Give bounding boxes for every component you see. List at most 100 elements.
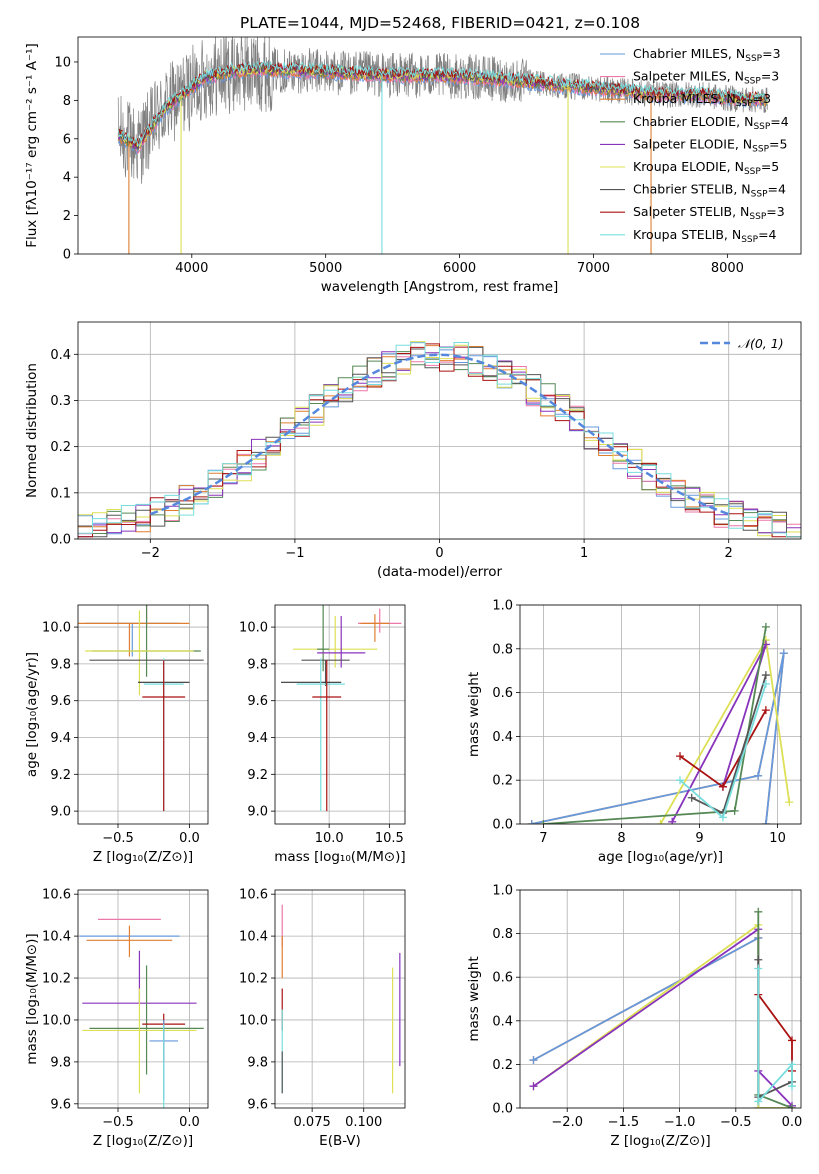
weight-vs-Z-panel: −2.0 −1.5 −1.0 −0.5 0.0 0.0 0.2 0.4 0.6 0.8 1.0 Z [… [466, 884, 802, 1150]
x-tick-label: −0.5 [102, 831, 134, 846]
x-tick-label: 10.0 [315, 831, 344, 846]
mass-vs-Z-panel: −0.5 0.0 9.6 9.8 10.0 10.2 10.4 10.6 Z [log₁₀(Z/… [24, 888, 209, 1149]
normal-reference-curve [149, 353, 730, 516]
weight-series-line [533, 936, 792, 1108]
weight-vs-age-panel: 7 8 9 10 0.0 0.2 0.4 0.6 0.8 1.0 age [log₁₀(age/yr… [466, 599, 802, 865]
errorbar-point [82, 988, 197, 1094]
spectrum-model-line [117, 60, 768, 148]
figure-title: PLATE=1044, MJD=52468, FIBERID=0421, z=0… [240, 14, 640, 32]
y-tick-label: 10 [54, 55, 71, 70]
errorbar-point [293, 616, 378, 668]
legend-subscript: SSP [736, 99, 753, 109]
age-vs-mass-panel: 10.0 10.5 9.0 9.2 9.4 9.6 9.8 10.0 mass [log₁₀(M… [239, 604, 406, 865]
y-tick-label: 9.8 [50, 657, 71, 672]
x-tick-label: −0.5 [102, 1115, 134, 1130]
weight-marker [788, 1060, 797, 1069]
histogram-series [78, 342, 801, 538]
x-tick-label: −1 [285, 546, 304, 561]
weight-marker [788, 1036, 797, 1045]
legend-subscript: SSP [744, 77, 761, 87]
weight-marker [529, 1082, 538, 1091]
x-axis-label: (data-model)/error [377, 564, 503, 580]
legend-subscript: SSP [753, 122, 770, 132]
y-tick-label: 1.0 [492, 884, 513, 899]
y-tick-label: 9.2 [50, 768, 71, 783]
weight-series-line [659, 637, 791, 824]
x-tick-label: 0.0 [179, 1115, 200, 1130]
axes-frame [274, 889, 406, 1109]
x-tick-label: 10.5 [375, 831, 404, 846]
residuals-panel: −2 −1 0 1 2 0.0 0.1 0.2 0.3 0.4 (data-model)/error… [24, 321, 802, 580]
y-axis-label: age [log₁₀(age/yr)] [24, 652, 40, 777]
errorbar-points [79, 918, 204, 1108]
y-axis-label: mass [log₁₀(M/M⊙)] [24, 933, 40, 1064]
axes-frame [77, 604, 209, 825]
errorbar-point [312, 660, 342, 812]
grid-lines [78, 890, 208, 1108]
legend-subscript: SSP [744, 167, 761, 177]
y-tick-label: 0.2 [492, 774, 513, 789]
weight-marker [754, 1097, 763, 1106]
x-tick-label: −1.5 [608, 1115, 640, 1130]
grid-lines [275, 890, 405, 1108]
y-tick-label: 0.8 [492, 927, 513, 942]
residuals-legend: 𝒩(0, 1) [700, 336, 784, 351]
y-tick-label: 9.6 [247, 1097, 268, 1112]
legend-subscript: SSP [752, 144, 769, 154]
histogram-lines [78, 341, 801, 538]
grid-lines [275, 605, 405, 824]
legend-subscript: SSP [741, 235, 758, 245]
y-tick-label: 9.4 [247, 731, 268, 746]
errorbar-points [281, 605, 402, 812]
weight-marker [668, 817, 677, 824]
weight-series-line [757, 994, 793, 1071]
errorbar-point [142, 660, 186, 812]
weight-marker [676, 776, 685, 785]
y-tick-label: 10.0 [42, 1013, 71, 1028]
weight-marker [761, 622, 770, 631]
legend-value: =5 [769, 136, 787, 151]
weight-marker [529, 1056, 538, 1065]
x-axis-label: Z [log₁₀(Z/Z⊙)] [93, 1133, 193, 1149]
x-tick-label: 0.0 [179, 831, 200, 846]
y-tick-label: 10.4 [42, 930, 71, 945]
errorbar-point [85, 610, 194, 696]
y-tick-label: 0 [63, 248, 71, 263]
y-tick-label: 10.0 [239, 1013, 268, 1028]
weight-series-line [757, 911, 793, 1108]
weight-marker [527, 820, 536, 824]
x-tick-label: 0.100 [345, 1115, 382, 1130]
y-tick-label: 9.6 [247, 694, 268, 709]
errorbar-point [358, 608, 402, 633]
errorbar-point [89, 965, 204, 1075]
weight-lines [527, 622, 794, 824]
legend-label: Kroupa STELIB, NSSP=4 [633, 227, 777, 245]
y-tick-label: 9.0 [50, 805, 71, 820]
legend-value: =3 [753, 91, 771, 106]
y-tick-label: 10.0 [239, 621, 268, 636]
errorbar-point [92, 605, 201, 677]
y-tick-label: 9.8 [247, 1055, 268, 1070]
legend-value: =4 [758, 227, 776, 242]
y-tick-label: 2 [63, 209, 71, 224]
y-tick-label: 9.0 [247, 805, 268, 820]
grid-lines [520, 604, 801, 825]
y-tick-label: 9.6 [50, 1097, 71, 1112]
y-tick-label: 4 [63, 171, 71, 186]
axes-frame [274, 604, 406, 825]
age-vs-Z-panel: −0.5 0.0 9.0 9.2 9.4 9.6 9.8 10.0 Z [log₁₀(Z/Z⊙)… [24, 604, 209, 865]
y-tick-label: 0.6 [492, 686, 513, 701]
x-tick-label: 0.0 [782, 1115, 803, 1130]
x-axis-label: E(B-V) [319, 1133, 361, 1149]
y-tick-label: 0.3 [50, 394, 71, 409]
y-tick-label: 0.2 [50, 440, 71, 455]
y-tick-label: 0.1 [50, 486, 71, 501]
weight-marker [687, 793, 696, 802]
legend-label: 𝒩(0, 1) [738, 336, 784, 351]
weight-marker [718, 782, 727, 791]
y-tick-label: 6 [63, 132, 71, 147]
y-axis-label: mass weight [466, 956, 482, 1041]
y-tick-label: 8 [63, 94, 71, 109]
